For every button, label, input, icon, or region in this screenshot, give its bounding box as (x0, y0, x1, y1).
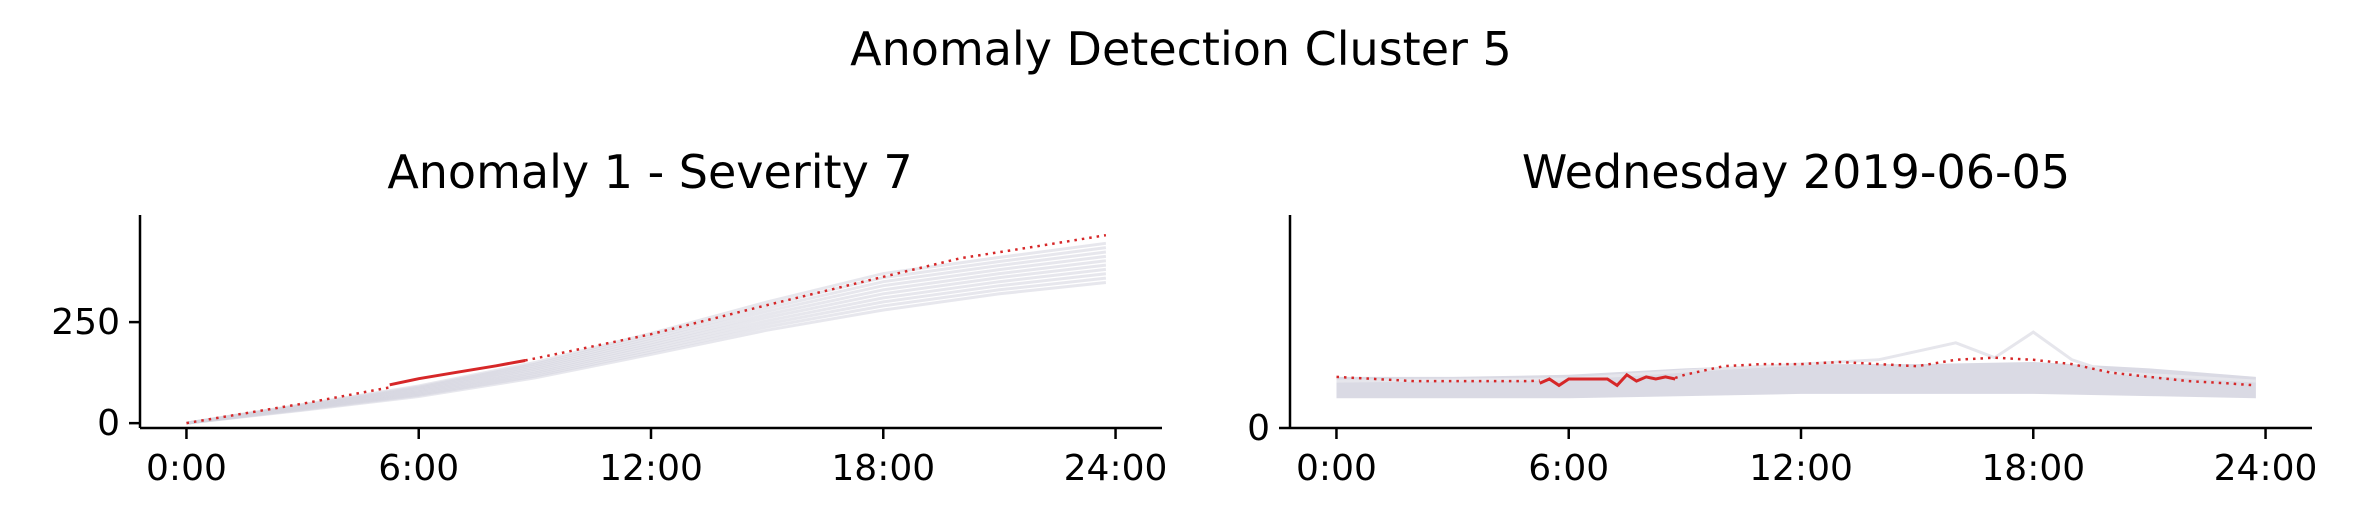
x-tick-label: 24:00 (2214, 448, 2318, 489)
observed-line (1539, 372, 1676, 388)
y-tick-label: 250 (51, 302, 120, 343)
expected-line (1674, 356, 2256, 387)
y-tick-label: 0 (97, 403, 120, 444)
background-series-layer (186, 241, 1107, 425)
panel-day: Wednesday 2019-06-05 0:00 6:00 12:00 18:00 2… (1247, 145, 2317, 489)
background-band (1336, 362, 2256, 399)
tick-layer: 0:00 6:00 12:00 18:00 24:00 0 250 (51, 302, 1167, 489)
tick-layer: 0:00 6:00 12:00 18:00 24:00 0 (1247, 408, 2317, 489)
x-tick-label: 0:00 (146, 448, 227, 489)
y-tick-label: 0 (1247, 408, 1270, 449)
day-series-layer (1336, 356, 2256, 388)
expected-line (524, 233, 1107, 362)
expected-line (186, 386, 390, 425)
background-series-line (1336, 330, 2256, 383)
expected-line (1336, 375, 1540, 383)
x-tick-label: 18:00 (1981, 448, 2085, 489)
x-tick-label: 12:00 (599, 448, 703, 489)
panel-anomaly: Anomaly 1 - Severity 7 0:00 6:00 12:00 18:0… (51, 145, 1167, 489)
figure-title: Anomaly Detection Cluster 5 (850, 22, 1512, 76)
x-tick-label: 12:00 (1749, 448, 1853, 489)
x-tick-label: 6:00 (378, 448, 459, 489)
observed-line (389, 359, 526, 387)
x-tick-label: 0:00 (1296, 448, 1377, 489)
background-band-layer (1336, 330, 2256, 399)
panel-title: Anomaly 1 - Severity 7 (387, 145, 912, 199)
x-tick-label: 24:00 (1064, 448, 1168, 489)
panel-title: Wednesday 2019-06-05 (1522, 145, 2070, 199)
x-tick-label: 18:00 (831, 448, 935, 489)
x-tick-label: 6:00 (1528, 448, 1609, 489)
anomaly-series-layer (186, 233, 1107, 425)
